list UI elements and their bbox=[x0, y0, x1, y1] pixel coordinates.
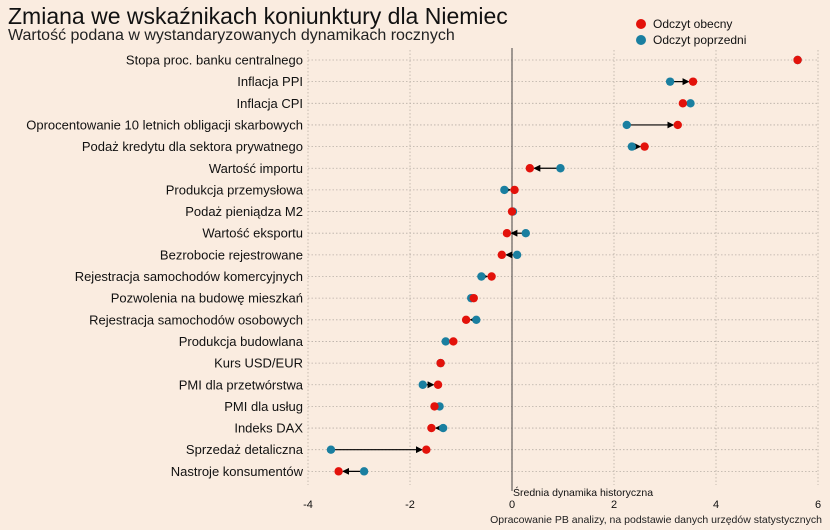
previous-point bbox=[472, 315, 481, 324]
category-label: Nastroje konsumentów bbox=[171, 464, 304, 479]
x-axis-ticks: -4 -2 0 2 4 6 bbox=[303, 499, 821, 511]
previous-point bbox=[500, 185, 509, 195]
x-tick-label: 6 bbox=[815, 499, 821, 511]
x-tick-label: 0 bbox=[509, 499, 515, 511]
current-point bbox=[334, 467, 343, 476]
legend-item-current: Odczyt obecny bbox=[636, 16, 746, 32]
previous-point bbox=[686, 99, 695, 108]
current-point bbox=[497, 250, 506, 260]
current-point bbox=[502, 229, 512, 238]
current-point bbox=[510, 185, 519, 195]
legend-label-previous: Odczyt poprzedni bbox=[653, 33, 747, 47]
current-point bbox=[525, 164, 535, 173]
chart-subtitle: Wartość podana w wystandaryzowanych dyna… bbox=[8, 27, 455, 44]
current-point bbox=[430, 402, 439, 411]
legend-marker-current bbox=[636, 19, 646, 29]
current-point bbox=[422, 445, 431, 454]
category-label: Inflacja PPI bbox=[237, 74, 303, 89]
legend-item-previous: Odczyt poprzedni bbox=[636, 32, 746, 48]
category-label: PMI dla przetwórstwa bbox=[179, 377, 304, 392]
data-marks bbox=[326, 55, 802, 476]
current-point bbox=[487, 272, 496, 281]
legend-marker-previous bbox=[636, 35, 646, 45]
previous-point bbox=[512, 250, 522, 260]
category-label: Sprzedaż detaliczna bbox=[186, 442, 304, 457]
category-label: Stopa proc. banku centralnego bbox=[126, 53, 303, 68]
previous-point bbox=[627, 142, 637, 151]
previous-point bbox=[477, 272, 486, 281]
category-label: Kurs USD/EUR bbox=[214, 356, 303, 371]
category-label: Inflacja CPI bbox=[237, 96, 303, 111]
source-note: Opracowanie PB analizy, na podstawie dan… bbox=[490, 514, 822, 526]
current-point bbox=[640, 142, 649, 151]
category-label: Wartość eksportu bbox=[202, 226, 303, 241]
previous-point bbox=[438, 423, 448, 433]
previous-point bbox=[418, 380, 427, 389]
current-point bbox=[507, 207, 517, 216]
previous-point bbox=[359, 467, 369, 476]
previous-point bbox=[556, 164, 565, 173]
current-point bbox=[436, 358, 445, 368]
previous-point bbox=[521, 229, 530, 238]
category-label: Produkcja budowlana bbox=[179, 334, 304, 349]
current-point bbox=[673, 120, 682, 130]
current-point bbox=[433, 380, 443, 389]
x-tick-label: 2 bbox=[611, 499, 617, 511]
category-label: PMI dla usług bbox=[224, 399, 303, 414]
current-point bbox=[678, 99, 688, 108]
category-label: Produkcja przemysłowa bbox=[166, 182, 304, 197]
current-point bbox=[461, 315, 471, 324]
category-label: Rejestracja samochodów komercyjnych bbox=[75, 269, 303, 284]
x-tick-label: -4 bbox=[303, 499, 313, 511]
reference-line-group: Średnia dynamika historyczna bbox=[511, 48, 653, 499]
chart-title: Zmiana we wskaźnikach koniunktury dla Ni… bbox=[8, 3, 508, 29]
category-labels: Stopa proc. banku centralnego Inflacja PP… bbox=[26, 53, 304, 479]
x-tick-label: 4 bbox=[713, 499, 719, 511]
previous-point bbox=[665, 77, 675, 86]
legend-label-current: Odczyt obecny bbox=[653, 17, 733, 31]
current-point bbox=[449, 337, 458, 346]
category-label: Wartość importu bbox=[209, 161, 303, 176]
current-point bbox=[793, 55, 802, 65]
category-label: Rejestracja samochodów osobowych bbox=[89, 312, 303, 327]
category-label: Oprocentowanie 10 letnich obligacji skar… bbox=[26, 117, 303, 132]
previous-point bbox=[441, 337, 450, 346]
current-point bbox=[469, 293, 478, 303]
category-label: Podaż pieniądza M2 bbox=[185, 204, 303, 219]
grid bbox=[307, 50, 819, 485]
previous-point bbox=[326, 445, 336, 454]
previous-point bbox=[622, 120, 631, 130]
legend: Odczyt obecny Odczyt poprzedni bbox=[636, 16, 746, 48]
reference-line-label: Średnia dynamika historyczna bbox=[513, 486, 653, 499]
current-point bbox=[688, 77, 698, 86]
category-label: Bezrobocie rejestrowane bbox=[160, 247, 303, 262]
category-label: Indeks DAX bbox=[234, 421, 303, 436]
current-point bbox=[427, 423, 436, 433]
x-tick-label: -2 bbox=[405, 499, 415, 511]
category-label: Podaż kredytu dla sektora prywatnego bbox=[82, 139, 303, 154]
category-label: Pozwolenia na budowę mieszkań bbox=[111, 291, 303, 306]
